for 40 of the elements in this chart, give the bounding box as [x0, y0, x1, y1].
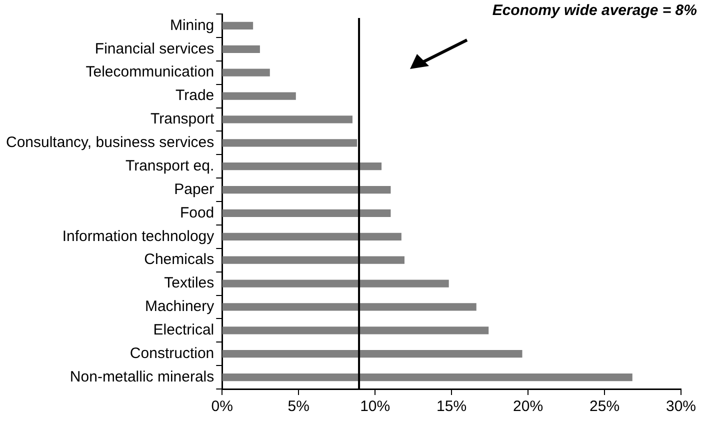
- bar: [222, 303, 476, 311]
- bar: [222, 22, 254, 30]
- bar: [222, 280, 449, 288]
- x-tick-label: 0%: [211, 398, 233, 416]
- bar: [222, 326, 489, 334]
- bar: [222, 186, 391, 194]
- y-tick-label: Trade: [176, 87, 214, 104]
- bar: [222, 68, 270, 76]
- y-tick-label: Consultancy, business services: [6, 134, 214, 152]
- bar: [222, 92, 296, 100]
- y-tick-label: Food: [180, 204, 214, 222]
- annotation: Economy wide average = 8%: [492, 2, 697, 19]
- x-tick-label: 5%: [288, 398, 310, 416]
- y-tick-label: Telecommunication: [86, 64, 214, 81]
- bar: [222, 162, 382, 170]
- y-tick-label: Financial services: [94, 40, 214, 58]
- y-tick-label: Machinery: [144, 298, 215, 316]
- y-tick-label: Transport: [150, 110, 215, 128]
- x-tick-label: 25%: [590, 398, 620, 416]
- y-tick-label: Information technology: [62, 228, 215, 245]
- y-tick-label: Electrical: [153, 322, 214, 339]
- bar: [222, 139, 358, 147]
- y-tick-label: Textiles: [164, 274, 214, 292]
- bar: [222, 116, 352, 124]
- bar: [222, 209, 391, 218]
- x-tick-label: 30%: [666, 398, 696, 416]
- x-tick-label: 20%: [513, 398, 544, 416]
- y-tick-label: Mining: [170, 16, 214, 34]
- x-tick-label: 15%: [436, 398, 467, 416]
- y-tick-label: Paper: [174, 180, 214, 198]
- bar: [222, 232, 402, 240]
- y-tick-label: Chemicals: [144, 251, 214, 268]
- x-tick-label: 10%: [360, 398, 390, 416]
- y-tick-label: Non-metallic minerals: [70, 368, 214, 386]
- y-tick-label: Transport eq.: [125, 157, 214, 174]
- bar: [222, 256, 404, 264]
- y-tick-label: Construction: [130, 344, 214, 362]
- bar: [222, 45, 260, 53]
- bar: [222, 373, 632, 382]
- bar: [222, 350, 522, 358]
